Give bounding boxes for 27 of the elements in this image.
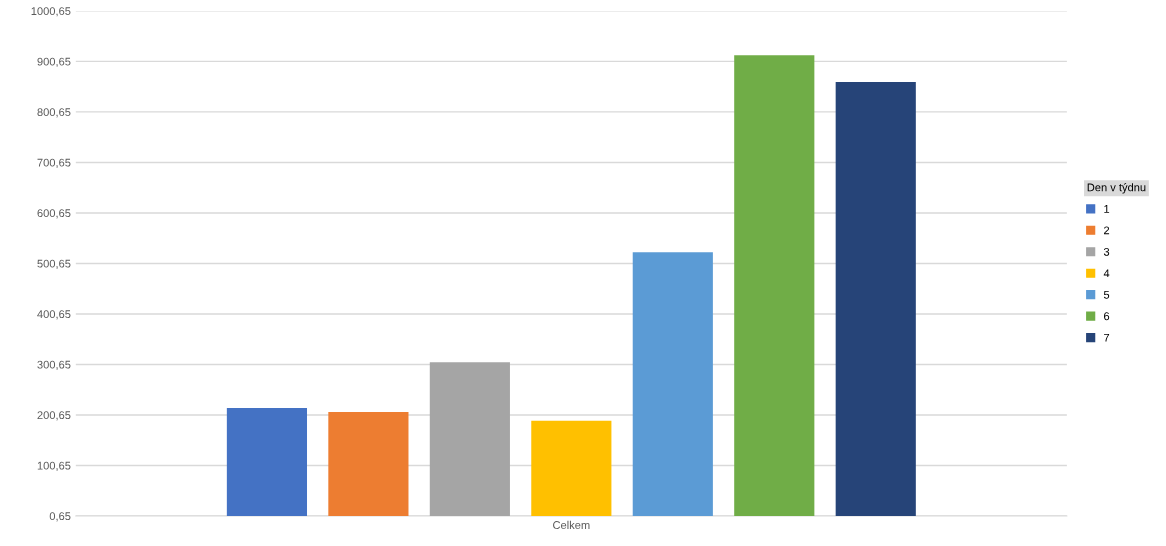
legend-label: 3 [1103,247,1110,256]
y-tick-label: 0,65 [49,512,71,522]
bar [328,411,409,516]
legend-label: 7 [1104,333,1110,342]
bar [835,81,916,516]
legend-label: 5 [1103,290,1110,299]
legend-label: 6 [1104,312,1110,321]
bar [734,55,815,516]
y-tick-label: 200,65 [37,411,71,421]
y-tick-label: 600,65 [37,209,71,219]
legend-label: 4 [1103,269,1110,278]
bar [226,407,308,516]
legend-title: Den v týdnu [1087,183,1146,194]
bar [632,252,713,516]
bar [429,362,510,516]
y-tick-label: 100,65 [37,461,71,471]
legend-label: 1 [1104,205,1110,213]
y-tick-label: 300,65 [37,360,71,370]
y-tick-label: 800,65 [37,108,71,118]
bar [531,420,612,516]
y-tick-label: 900,65 [37,57,71,67]
x-tick-label: Celkem [553,520,590,529]
legend-label: 2 [1104,226,1110,235]
y-tick-label: 500,65 [37,259,71,269]
y-tick-label: 400,65 [37,310,71,320]
y-tick-label: 700,65 [37,158,71,168]
y-tick-label: 1000,65 [31,7,71,17]
